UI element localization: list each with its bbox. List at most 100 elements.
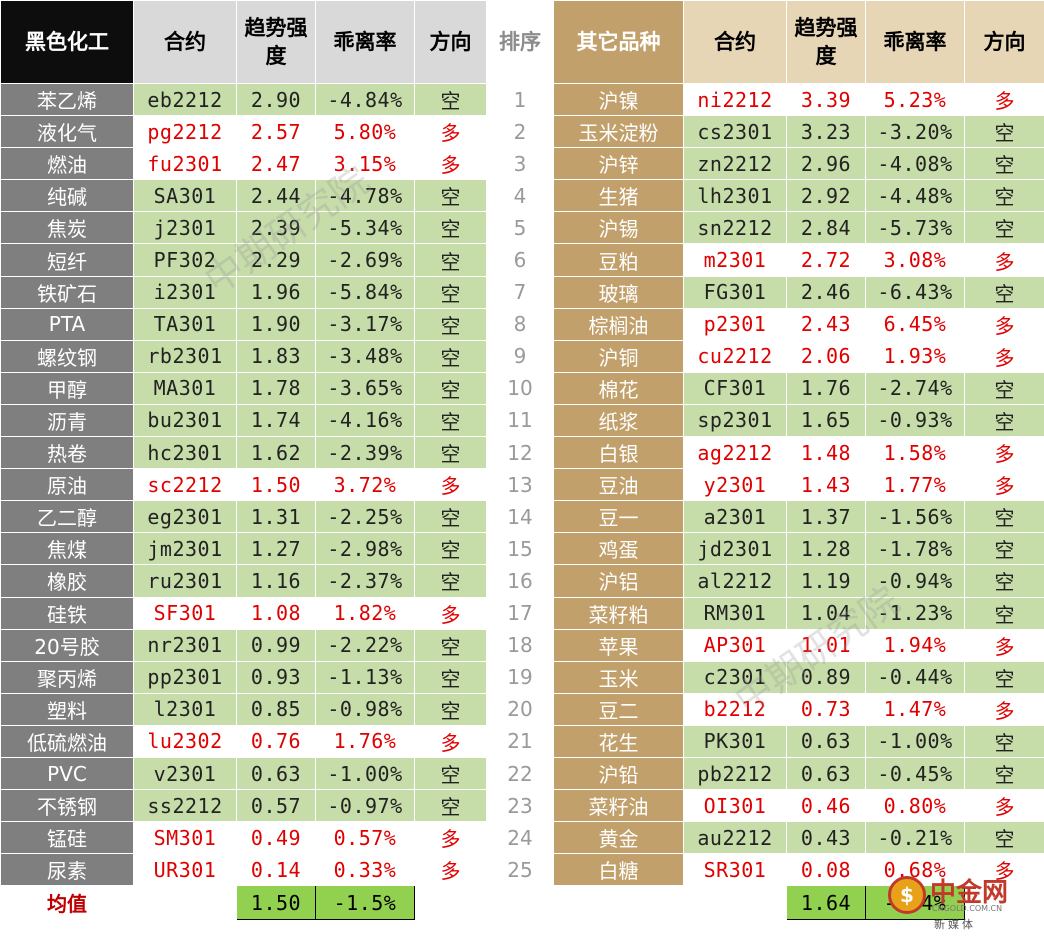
right-variety-name[interactable]: 白糖 bbox=[553, 853, 684, 887]
right-strength-cell[interactable]: 0.73 bbox=[786, 692, 866, 726]
left-strength-cell[interactable]: 0.93 bbox=[236, 660, 316, 694]
left-variety-name[interactable]: 橡胶 bbox=[0, 564, 134, 598]
rank-cell[interactable]: 25 bbox=[486, 853, 554, 887]
empty-cell[interactable] bbox=[414, 885, 487, 921]
right-variety-name[interactable]: 沪镍 bbox=[553, 82, 684, 117]
left-direction-cell[interactable]: 空 bbox=[414, 756, 487, 791]
left-direction-cell[interactable]: 空 bbox=[414, 275, 487, 309]
left-contract-cell[interactable]: eb2212 bbox=[133, 82, 237, 117]
right-strength-cell[interactable]: 3.23 bbox=[786, 115, 866, 149]
left-variety-name[interactable]: 甲醇 bbox=[0, 371, 134, 405]
right-deviation-cell[interactable]: -4.08% bbox=[865, 147, 965, 181]
rank-cell[interactable]: 14 bbox=[486, 500, 554, 534]
right-strength-cell[interactable]: 2.92 bbox=[786, 179, 866, 213]
right-contract-cell[interactable]: ni2212 bbox=[683, 82, 787, 117]
right-direction-cell[interactable]: 多 bbox=[964, 82, 1044, 117]
right-contract-cell[interactable]: CF301 bbox=[683, 371, 787, 405]
right-deviation-cell[interactable]: 5.23% bbox=[865, 82, 965, 117]
right-contract-cell[interactable]: OI301 bbox=[683, 789, 787, 823]
right-contract-cell[interactable]: p2301 bbox=[683, 307, 787, 341]
left-variety-name[interactable]: 锰硅 bbox=[0, 821, 134, 855]
right-deviation-cell[interactable]: -0.45% bbox=[865, 756, 965, 791]
right-deviation-cell[interactable]: 1.47% bbox=[865, 692, 965, 726]
left-variety-name[interactable]: 纯碱 bbox=[0, 179, 134, 213]
left-deviation-cell[interactable]: 0.57% bbox=[315, 821, 415, 855]
right-direction-cell[interactable]: 空 bbox=[964, 115, 1044, 149]
right-contract-cell[interactable]: ag2212 bbox=[683, 436, 787, 470]
right-strength-cell[interactable]: 0.46 bbox=[786, 789, 866, 823]
rank-cell[interactable]: 11 bbox=[486, 403, 554, 438]
left-contract-cell[interactable]: ru2301 bbox=[133, 564, 237, 598]
left-deviation-cell[interactable]: -4.78% bbox=[315, 179, 415, 213]
right-direction-cell[interactable]: 空 bbox=[964, 500, 1044, 534]
right-direction-cell[interactable]: 空 bbox=[964, 724, 1044, 758]
rank-cell[interactable]: 23 bbox=[486, 789, 554, 823]
left-strength-cell[interactable]: 0.14 bbox=[236, 853, 316, 887]
right-direction-cell[interactable]: 空 bbox=[964, 403, 1044, 438]
right-direction-cell[interactable]: 多 bbox=[964, 468, 1044, 502]
right-direction-cell[interactable]: 空 bbox=[964, 532, 1044, 566]
left-strength-cell[interactable]: 1.27 bbox=[236, 532, 316, 566]
right-direction-cell[interactable]: 多 bbox=[964, 853, 1044, 887]
right-average-strength[interactable]: 1.64 bbox=[786, 885, 866, 921]
rank-cell[interactable]: 24 bbox=[486, 821, 554, 855]
right-deviation-cell[interactable]: 1.77% bbox=[865, 468, 965, 502]
left-deviation-cell[interactable]: -2.39% bbox=[315, 436, 415, 470]
right-direction-cell[interactable]: 空 bbox=[964, 596, 1044, 630]
right-variety-name[interactable]: 花生 bbox=[553, 724, 684, 758]
left-strength-cell[interactable]: 1.83 bbox=[236, 339, 316, 373]
right-contract-cell[interactable]: SR301 bbox=[683, 853, 787, 887]
right-variety-name[interactable]: 豆粕 bbox=[553, 243, 684, 277]
empty-cell[interactable] bbox=[133, 885, 237, 921]
right-direction-cell[interactable]: 空 bbox=[964, 564, 1044, 598]
left-variety-name[interactable]: 硅铁 bbox=[0, 596, 134, 630]
right-direction-header[interactable]: 方向 bbox=[964, 0, 1044, 84]
left-contract-cell[interactable]: SM301 bbox=[133, 821, 237, 855]
right-variety-name[interactable]: 苹果 bbox=[553, 628, 684, 662]
left-direction-header[interactable]: 方向 bbox=[414, 0, 487, 84]
left-strength-cell[interactable]: 2.57 bbox=[236, 115, 316, 149]
right-variety-name[interactable]: 白银 bbox=[553, 436, 684, 470]
right-strength-cell[interactable]: 0.43 bbox=[786, 821, 866, 855]
right-strength-cell[interactable]: 1.04 bbox=[786, 596, 866, 630]
left-variety-name[interactable]: 原油 bbox=[0, 468, 134, 502]
left-contract-cell[interactable]: lu2302 bbox=[133, 724, 237, 758]
right-direction-cell[interactable]: 多 bbox=[964, 243, 1044, 277]
left-strength-cell[interactable]: 2.44 bbox=[236, 179, 316, 213]
left-deviation-cell[interactable]: -1.00% bbox=[315, 756, 415, 791]
right-deviation-cell[interactable]: -1.00% bbox=[865, 724, 965, 758]
right-direction-cell[interactable]: 多 bbox=[964, 339, 1044, 373]
rank-cell[interactable]: 3 bbox=[486, 147, 554, 181]
left-direction-cell[interactable]: 空 bbox=[414, 436, 487, 470]
left-deviation-cell[interactable]: -2.69% bbox=[315, 243, 415, 277]
right-strength-cell[interactable]: 2.46 bbox=[786, 275, 866, 309]
right-strength-header[interactable]: 趋势强度 bbox=[786, 0, 866, 84]
left-strength-cell[interactable]: 1.50 bbox=[236, 468, 316, 502]
right-strength-cell[interactable]: 3.39 bbox=[786, 82, 866, 117]
rank-cell[interactable]: 13 bbox=[486, 468, 554, 502]
right-deviation-header[interactable]: 乖离率 bbox=[865, 0, 965, 84]
right-strength-cell[interactable]: 2.43 bbox=[786, 307, 866, 341]
left-deviation-cell[interactable]: -1.13% bbox=[315, 660, 415, 694]
left-deviation-cell[interactable]: 0.33% bbox=[315, 853, 415, 887]
rank-cell[interactable]: 7 bbox=[486, 275, 554, 309]
right-variety-name[interactable]: 沪铝 bbox=[553, 564, 684, 598]
average-label[interactable]: 均值 bbox=[0, 885, 134, 921]
right-strength-cell[interactable]: 1.01 bbox=[786, 628, 866, 662]
right-variety-name[interactable]: 棉花 bbox=[553, 371, 684, 405]
left-deviation-cell[interactable]: 5.80% bbox=[315, 115, 415, 149]
left-variety-name[interactable]: 焦炭 bbox=[0, 211, 134, 245]
right-direction-cell[interactable]: 多 bbox=[964, 628, 1044, 662]
rank-cell[interactable]: 20 bbox=[486, 692, 554, 726]
right-contract-cell[interactable]: RM301 bbox=[683, 596, 787, 630]
right-strength-cell[interactable]: 1.28 bbox=[786, 532, 866, 566]
left-contract-cell[interactable]: l2301 bbox=[133, 692, 237, 726]
right-contract-cell[interactable]: jd2301 bbox=[683, 532, 787, 566]
left-direction-cell[interactable]: 多 bbox=[414, 821, 487, 855]
right-direction-cell[interactable]: 空 bbox=[964, 179, 1044, 213]
right-contract-cell[interactable]: b2212 bbox=[683, 692, 787, 726]
right-strength-cell[interactable]: 2.72 bbox=[786, 243, 866, 277]
right-contract-cell[interactable]: pb2212 bbox=[683, 756, 787, 791]
right-variety-name[interactable]: 鸡蛋 bbox=[553, 532, 684, 566]
left-strength-cell[interactable]: 0.99 bbox=[236, 628, 316, 662]
